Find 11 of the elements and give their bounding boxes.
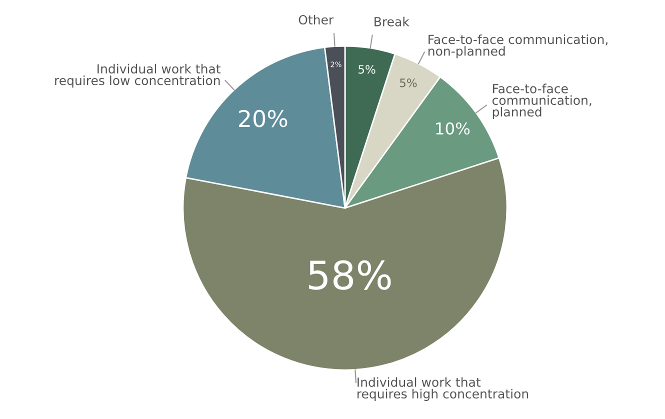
data-label: 58%	[308, 260, 391, 290]
slice-label: Face-to-face communication, non-planned	[428, 34, 608, 58]
slice-label: Individual work that requires low concentration	[55, 64, 220, 88]
slice-label: Individual work that requires high concentration	[358, 377, 528, 401]
data-label: 5%	[358, 65, 376, 74]
data-label: 5%	[400, 78, 417, 88]
data-label: 10%	[436, 122, 470, 135]
data-label: 20%	[239, 110, 288, 128]
slice-label: Face-to-face communication, planned	[492, 84, 592, 120]
slice-label: Other	[298, 14, 334, 24]
slice-label: Break	[374, 16, 410, 26]
